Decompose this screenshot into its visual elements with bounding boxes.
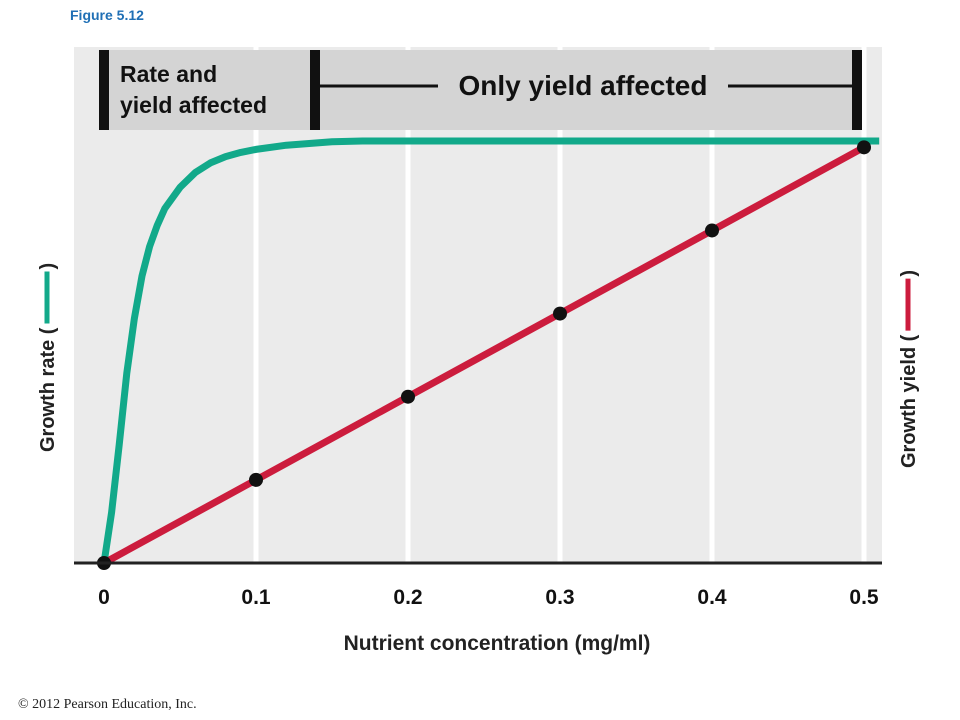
series-layer [97, 137, 880, 570]
band-divider-1 [310, 50, 320, 130]
growth-rate-curve [100, 137, 880, 564]
band-divider-2 [852, 50, 862, 130]
x-tick-label-2: 0.2 [393, 586, 422, 609]
figure-label: Figure 5.12 [70, 7, 144, 23]
growth-yield-point-1 [249, 472, 263, 487]
band-rate-and-yield [104, 50, 315, 130]
y-axis-right-close-paren: ) [898, 270, 920, 277]
x-tick-label-4: 0.4 [697, 586, 727, 609]
copyright-notice: © 2012 Pearson Education, Inc. [18, 697, 197, 712]
x-tick-labels: 0 0.1 0.2 0.3 0.4 0.5 [98, 586, 879, 609]
y-axis-left-close-paren: ) [37, 263, 59, 270]
x-tick-label-0: 0 [98, 586, 110, 609]
growth-yield-point-5 [857, 140, 871, 155]
x-tick-label-1: 0.1 [241, 586, 271, 609]
growth-yield-point-2 [401, 389, 415, 404]
band-label-rate-line2: yield affected [120, 92, 267, 118]
growth-yield-line [102, 144, 866, 567]
x-axis-title: Nutrient concentration (mg/ml) [344, 632, 651, 655]
growth-yield-point-3 [553, 306, 567, 321]
region-bands: Rate and yield affected Only yield affecte… [99, 50, 862, 130]
y-axis-left-label: Growth rate ( [37, 327, 59, 452]
y-axis-left-title: Growth rate ( ) [37, 263, 59, 452]
band-label-rate-line1: Rate and [120, 61, 217, 87]
plot-background [74, 47, 882, 563]
x-tick-label-3: 0.3 [545, 586, 574, 609]
y-axis-right-title: Growth yield ( ) [898, 270, 920, 468]
band-only-yield [315, 50, 857, 130]
x-tick-label-5: 0.5 [849, 586, 879, 609]
y-axis-right-label: Growth yield ( [898, 334, 920, 468]
band-divider-0 [99, 50, 109, 130]
band-label-only-yield: Only yield affected [459, 70, 708, 101]
growth-yield-point-4 [705, 223, 719, 238]
